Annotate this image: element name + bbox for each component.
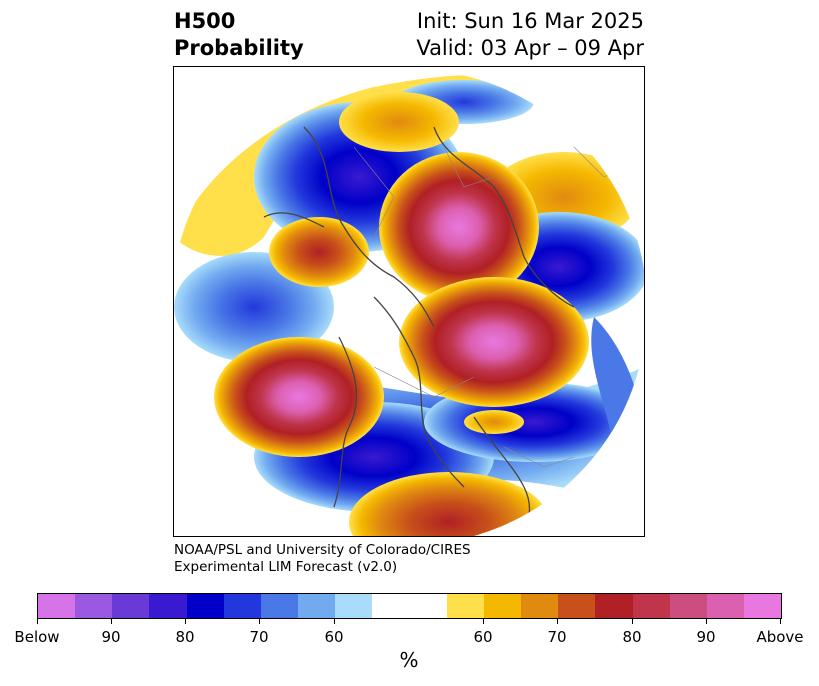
- positive-anomaly-region: [214, 337, 384, 457]
- colorbar-segment: [706, 594, 744, 618]
- colorbar-segment: [743, 594, 782, 618]
- colorbar-tick: [111, 619, 112, 624]
- colorbar-tick-label: 60: [324, 628, 344, 646]
- colorbar-segment: [595, 594, 633, 618]
- positive-anomaly-region: [399, 277, 589, 407]
- colorbar-segment: [558, 594, 596, 618]
- credit-block: NOAA/PSL and University of Colorado/CIRE…: [174, 542, 471, 576]
- north-pole-marker: [405, 298, 415, 308]
- colorbar-tick: [557, 619, 558, 624]
- colorbar-tick: [706, 619, 707, 624]
- credit-line-1: NOAA/PSL and University of Colorado/CIRE…: [174, 542, 471, 558]
- colorbar-tick-label: 70: [249, 628, 269, 646]
- colorbar-unit: %: [399, 648, 419, 672]
- valid-range: Valid: 03 Apr – 09 Apr: [416, 36, 644, 60]
- positive-anomaly-region: [269, 217, 369, 287]
- polar-map-svg: [174, 69, 644, 536]
- title-variable: H500: [174, 9, 236, 33]
- colorbar-tick: [483, 619, 484, 624]
- colorbar-tick-label: 60: [473, 628, 493, 646]
- colorbar-segment: [112, 594, 150, 618]
- init-date: Init: Sun 16 Mar 2025: [416, 9, 644, 33]
- colorbar-tick: [185, 619, 186, 624]
- colorbar-segment: [260, 594, 299, 618]
- colorbar-segment: [149, 594, 187, 618]
- colorbar-tick: [334, 619, 335, 624]
- colorbar-segment: [669, 594, 707, 618]
- colorbar-tick-label: 80: [175, 628, 195, 646]
- colorbar-tick: [780, 619, 781, 624]
- colorbar-segment: [446, 594, 484, 618]
- colorbar-segment: [521, 594, 559, 618]
- colorbar-segment: [223, 594, 261, 618]
- colorbar-segment: [483, 594, 522, 618]
- colorbar-segment: [75, 594, 113, 618]
- colorbar-tick: [37, 619, 38, 624]
- colorbar-segment: [632, 594, 670, 618]
- credit-line-2: Experimental LIM Forecast (v2.0): [174, 559, 398, 575]
- positive-anomaly-region: [174, 75, 514, 256]
- title-block-right: Init: Sun 16 Mar 2025 Valid: 03 Apr – 09…: [416, 8, 644, 62]
- colorbar-tick-label: Above: [756, 628, 804, 646]
- probability-colorbar: [37, 593, 782, 619]
- colorbar-tick-label: 80: [622, 628, 642, 646]
- colorbar-tick-label: 70: [547, 628, 567, 646]
- colorbar-tick-label: 90: [101, 628, 121, 646]
- title-block-left: H500 Probability: [174, 8, 304, 62]
- title-type: Probability: [174, 36, 304, 60]
- positive-anomaly-region: [349, 472, 549, 536]
- colorbar-tick: [259, 619, 260, 624]
- colorbar-tick-label: Below: [14, 628, 60, 646]
- colorbar-segment: [409, 594, 447, 618]
- colorbar-segment: [372, 594, 410, 618]
- positive-anomaly-region: [379, 152, 539, 302]
- colorbar-segment: [335, 594, 373, 618]
- colorbar-segment: [186, 594, 224, 618]
- colorbar-tick-label: 90: [696, 628, 716, 646]
- positive-anomaly-region: [464, 410, 524, 434]
- colorbar-tick: [632, 619, 633, 624]
- positive-anomaly-region: [339, 92, 459, 152]
- probability-map: [173, 66, 645, 537]
- colorbar-segment: [298, 594, 336, 618]
- colorbar-segment: [38, 594, 76, 618]
